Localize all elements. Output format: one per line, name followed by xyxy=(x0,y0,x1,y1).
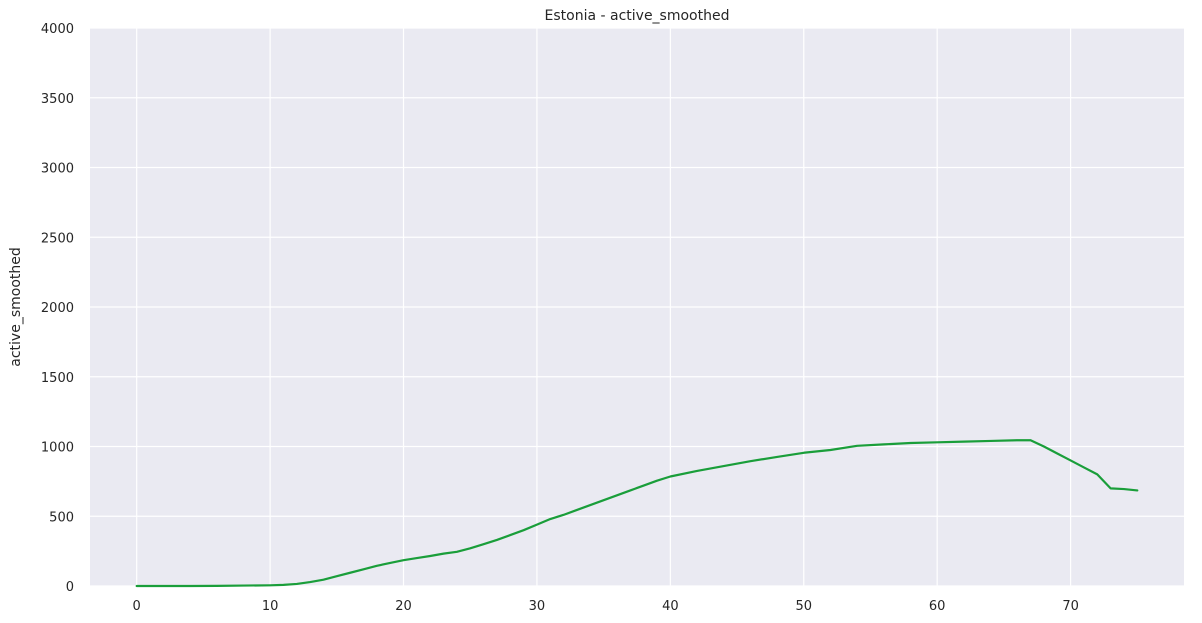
y-tick-label: 2500 xyxy=(41,231,74,246)
y-tick-label: 1000 xyxy=(41,441,74,456)
x-tick-label: 70 xyxy=(1062,599,1079,614)
y-tick-label: 1500 xyxy=(41,371,74,386)
y-tick-label: 500 xyxy=(49,510,74,525)
x-tick-label: 50 xyxy=(795,599,812,614)
chart-title: Estonia - active_smoothed xyxy=(545,8,730,24)
x-tick-labels: 0 10 20 30 40 50 60 70 xyxy=(133,599,1079,614)
x-tick-label: 60 xyxy=(929,599,946,614)
y-tick-label: 4000 xyxy=(41,22,74,37)
y-tick-label: 0 xyxy=(66,580,74,595)
x-tick-label: 40 xyxy=(662,599,679,614)
y-tick-labels: 0 500 1000 1500 2000 2500 3000 3500 4000 xyxy=(41,22,74,595)
series-layer xyxy=(135,439,1139,588)
x-tick-label: 20 xyxy=(395,599,412,614)
series-line xyxy=(135,439,1139,588)
y-tick-label: 3500 xyxy=(41,92,74,107)
y-axis-label: active_smoothed xyxy=(8,247,24,366)
x-tick-label: 0 xyxy=(133,599,141,614)
x-tick-label: 10 xyxy=(262,599,279,614)
y-tick-label: 3000 xyxy=(41,162,74,177)
x-tick-label: 30 xyxy=(529,599,546,614)
y-tick-label: 2000 xyxy=(41,301,74,316)
